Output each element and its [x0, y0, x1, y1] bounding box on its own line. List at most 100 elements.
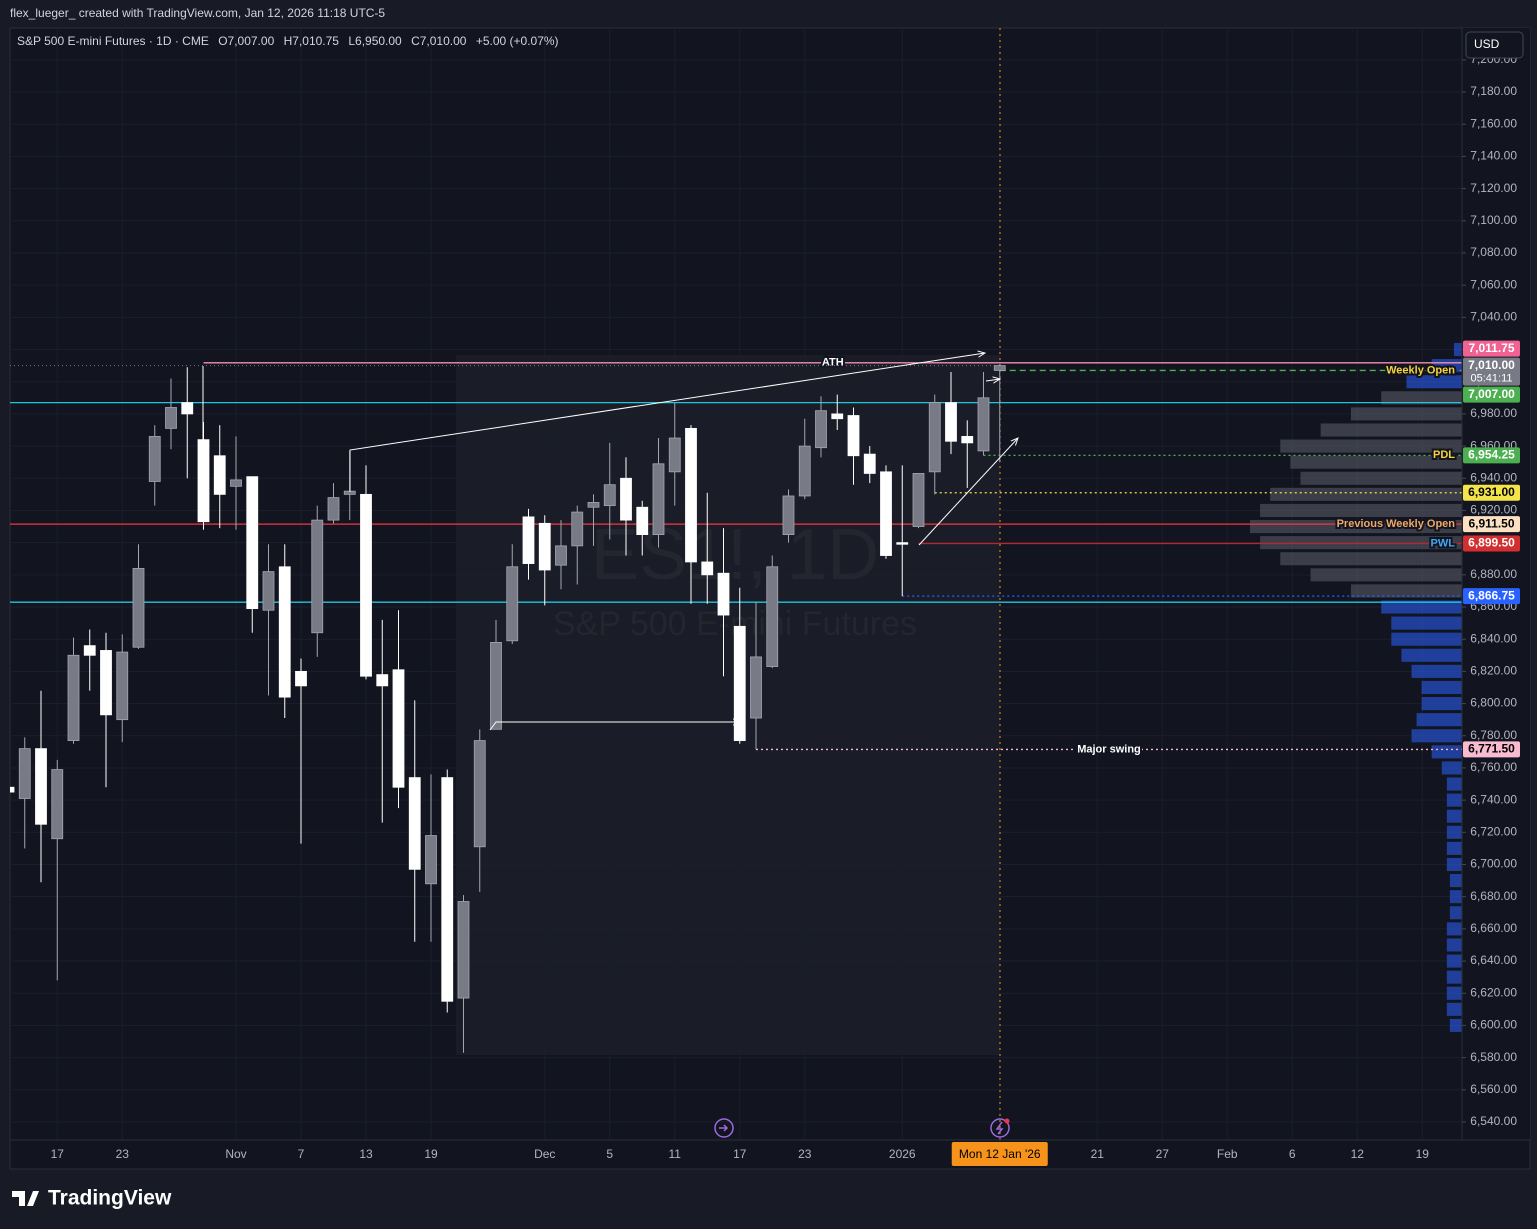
logo: TradingView: [12, 1187, 172, 1210]
countdown: 05:41:11: [1470, 373, 1512, 385]
volume-row: [1421, 680, 1462, 695]
x-tick-label: Nov: [225, 1147, 246, 1161]
volume-row: [1290, 455, 1462, 469]
candle-body: [490, 642, 502, 730]
y-tick-label: 6,940.00: [1470, 470, 1517, 484]
volume-row: [1260, 503, 1462, 518]
alert-glyph: [995, 1121, 1004, 1135]
candle-body: [132, 567, 145, 648]
candle-body: [311, 519, 324, 634]
level-label: Weekly Open: [1386, 364, 1455, 376]
candle-body: [376, 674, 389, 687]
price-tag-label: 7,007.00: [1468, 387, 1515, 401]
x-tick-label: 2026: [889, 1147, 916, 1161]
x-tick-label: 19: [424, 1147, 438, 1161]
volume-row: [1449, 1018, 1462, 1032]
price-tag-label: 6,771.50: [1468, 742, 1515, 756]
ohlc-name: H: [284, 34, 293, 48]
ohlc-value: 7,007.00: [228, 34, 275, 48]
y-tick-label: 6,600.00: [1470, 1018, 1517, 1032]
candle-body: [230, 479, 242, 487]
candle-body: [928, 402, 941, 473]
candle-body: [327, 497, 340, 521]
candle-body: [912, 473, 925, 527]
candle-body: [392, 669, 405, 788]
candle-body: [993, 365, 1006, 371]
price-axis: [1462, 28, 1530, 1140]
x-highlight: [951, 1142, 1048, 1166]
replay-icon[interactable]: [714, 1118, 734, 1138]
price-tag: [1463, 588, 1520, 605]
y-tick-label: 6,740.00: [1470, 792, 1517, 806]
candle-body: [441, 777, 454, 1002]
candle-body: [538, 522, 551, 571]
y-tick-label: 7,100.00: [1470, 213, 1517, 227]
candle-body: [165, 407, 177, 429]
level-label: PWL: [1431, 537, 1456, 549]
candle-body: [246, 476, 259, 610]
x-tick-label: 23: [116, 1147, 130, 1161]
watermark-symbol: ES1!, 1D: [591, 515, 879, 595]
volume-row: [1446, 986, 1462, 1000]
x-tick-label: 17: [51, 1147, 65, 1161]
candle-body: [815, 410, 827, 449]
volume-row: [1446, 922, 1462, 936]
candle-body: [798, 445, 811, 497]
alert-icon[interactable]: [990, 1118, 1010, 1138]
level-label: Previous Weekly Open: [1337, 518, 1456, 530]
y-tick-label: 7,040.00: [1470, 310, 1517, 324]
y-tick-label: 6,780.00: [1470, 728, 1517, 742]
volume-row: [1280, 439, 1462, 453]
level-label: Major swing: [1077, 743, 1141, 755]
volume-row: [1421, 697, 1462, 711]
candle-body: [408, 777, 421, 870]
price-tag: [1463, 741, 1520, 758]
volume-row: [1446, 809, 1462, 823]
y-tick-label: 6,700.00: [1470, 857, 1517, 871]
volume-row: [1411, 729, 1462, 743]
y-tick-label: 6,580.00: [1470, 1050, 1517, 1064]
x-tick-label: Dec: [534, 1147, 555, 1161]
candle-body: [278, 566, 291, 698]
volume-row: [1446, 954, 1462, 968]
volume-profile: [1250, 342, 1462, 1032]
candle-body: [360, 493, 372, 677]
ohlc-name: O: [218, 34, 227, 48]
x-tick-label: 7: [298, 1147, 305, 1161]
candle-body: [636, 506, 649, 535]
price-tag-label: 6,954.25: [1468, 448, 1515, 462]
candle-body: [717, 572, 730, 616]
range-arrow: [489, 722, 740, 731]
volume-row: [1446, 793, 1462, 807]
volume-row: [1441, 761, 1462, 775]
candle-body: [847, 415, 860, 457]
y-tick-label: 6,680.00: [1470, 889, 1517, 903]
price-tag-label: 7,011.75: [1468, 341, 1514, 355]
candle-body: [766, 566, 779, 667]
candle-body: [977, 397, 990, 452]
ohlc-value: 6,950.00: [355, 34, 402, 48]
y-tick-label: 6,980.00: [1470, 406, 1517, 420]
currency-button[interactable]: [1465, 31, 1524, 59]
volume-row: [1391, 632, 1462, 646]
volume-row: [1260, 536, 1462, 550]
candle-body: [880, 471, 892, 556]
x-tick-label: 23: [798, 1147, 812, 1161]
y-tick-label: 6,540.00: [1470, 1114, 1517, 1128]
volume-row: [1401, 648, 1462, 662]
volume-row: [1449, 874, 1462, 888]
y-tick-label: 6,720.00: [1470, 824, 1517, 838]
replay-glyph: [719, 1124, 729, 1132]
candle-body: [295, 670, 307, 687]
x-tick-label: Feb: [1217, 1147, 1238, 1161]
price-tag: [1463, 340, 1520, 357]
icons: [714, 1118, 1010, 1138]
y-tick-label: 7,120.00: [1470, 181, 1517, 195]
candle-body: [213, 455, 226, 495]
axes: 6,540.00 6,560.00 6,580.00 6,600.00 6,620.00…: [51, 52, 1517, 1166]
y-tick-label: 6,620.00: [1470, 985, 1517, 999]
small-arrow: [985, 379, 1000, 381]
candle-body: [831, 413, 844, 420]
candle-body: [587, 502, 600, 508]
candle-body: [116, 651, 129, 721]
